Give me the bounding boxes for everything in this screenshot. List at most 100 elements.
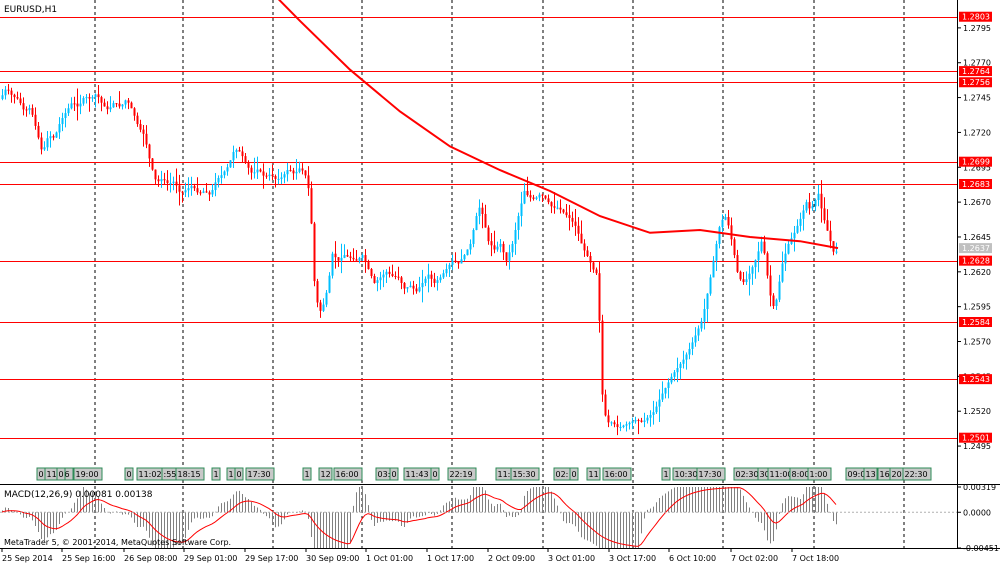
candle-body: [397, 276, 400, 278]
candle-body: [625, 424, 628, 426]
candle-body: [409, 285, 412, 288]
time-separator-box: [73, 467, 103, 481]
time-scale: 25 Sep 2014 25 Sep 16:00 26 Sep 08:00 29 Se…: [1, 548, 839, 563]
candle-body: [673, 372, 676, 377]
candle-body: [67, 108, 70, 114]
candle-body: [214, 182, 217, 191]
candle-body: [784, 253, 787, 264]
level-price-box: [959, 66, 992, 77]
current-price-box: [959, 243, 992, 254]
candle-body: [208, 192, 211, 195]
candle-body: [64, 113, 67, 119]
time-separator-label: 17:30: [699, 470, 722, 479]
time-separator-label: 1: [664, 470, 669, 479]
candle-body: [730, 225, 733, 240]
time-separator-box: [696, 467, 726, 481]
time-separator-label: 20: [892, 470, 902, 479]
time-separator-box: [430, 467, 440, 481]
candle-body: [178, 185, 181, 192]
candle-body: [703, 308, 706, 322]
candle-body: [400, 277, 403, 283]
candle-body: [52, 136, 55, 138]
candle-body: [733, 239, 736, 256]
candle-body: [319, 302, 322, 311]
copyright-text: MetaTrader 5, © 2001-2014, MetaQuotes So…: [4, 538, 231, 547]
candle-body: [274, 176, 277, 179]
price-tick-label: 1.2795: [963, 24, 991, 33]
time-separator-box: [661, 467, 671, 481]
price-candles: [1, 84, 838, 436]
macd-tick-label: -0.00451: [963, 544, 999, 553]
candle-body: [406, 287, 409, 289]
candle-body: [337, 257, 340, 261]
candle-body: [583, 243, 586, 251]
candle-body: [157, 179, 160, 182]
candle-body: [472, 230, 475, 244]
candle-body: [394, 276, 397, 277]
time-separator-label: 1: [305, 470, 310, 479]
candle-body: [259, 169, 262, 172]
candle-body: [700, 321, 703, 329]
time-separator-box: [318, 467, 333, 481]
candle-body: [691, 342, 694, 349]
time-separator-label: 19:00: [76, 470, 99, 479]
axes-frame: [0, 0, 1000, 549]
candle-body: [775, 299, 778, 306]
candle-body: [757, 251, 760, 261]
candle-body: [79, 103, 82, 107]
candle-body: [124, 100, 127, 105]
candle-body: [667, 382, 670, 388]
candle-body: [241, 151, 244, 157]
candle-body: [388, 271, 391, 274]
macd-signal-line: [1, 487, 837, 547]
candle-body: [766, 253, 769, 276]
candle-body: [610, 422, 613, 424]
candle-body: [520, 203, 523, 217]
candle-body: [643, 420, 646, 422]
candle-body: [736, 255, 739, 272]
candle-body: [502, 243, 505, 253]
time-separator-box: [333, 467, 363, 481]
time-separator-label: 1: [229, 470, 234, 479]
candle-body: [115, 103, 118, 105]
candle-body: [805, 202, 808, 211]
candle-body: [619, 427, 622, 429]
candle-body: [550, 202, 553, 207]
candle-body: [367, 262, 370, 270]
candle-body: [322, 304, 325, 311]
candle-body: [706, 293, 709, 309]
time-separator-label: 12: [321, 470, 331, 479]
indicator-title: MACD(12,26,9) 0.00081 0.00138: [4, 490, 153, 500]
time-separator-box: [807, 467, 832, 481]
level-price-box: [959, 317, 992, 327]
level-price-label: 1.2683: [962, 180, 990, 189]
grid-lines: [94, 0, 905, 548]
candle-body: [811, 206, 814, 209]
candle-body: [220, 175, 223, 178]
candle-body: [415, 288, 418, 292]
candle-body: [112, 103, 115, 108]
candle-body: [484, 213, 487, 228]
candle-body: [526, 190, 529, 196]
candle-body: [748, 273, 751, 280]
candle-body: [82, 98, 85, 104]
candle-body: [271, 174, 274, 177]
candle-body: [553, 206, 556, 208]
candle-body: [199, 192, 202, 194]
candle-body: [361, 255, 364, 258]
candle-body: [598, 273, 601, 321]
candle-body: [601, 320, 604, 395]
candle-body: [1, 95, 4, 99]
price-tick-label: 1.2620: [963, 268, 991, 277]
candle-body: [253, 172, 256, 174]
candle-body: [238, 150, 241, 152]
candle-body: [142, 129, 145, 134]
time-tick-label: 3 Oct 17:00: [609, 554, 656, 563]
time-tick-label: 25 Sep 16:00: [62, 554, 115, 563]
candle-body: [448, 264, 451, 270]
candle-body: [256, 169, 259, 173]
candle-body: [481, 207, 484, 214]
candle-body: [436, 280, 439, 283]
